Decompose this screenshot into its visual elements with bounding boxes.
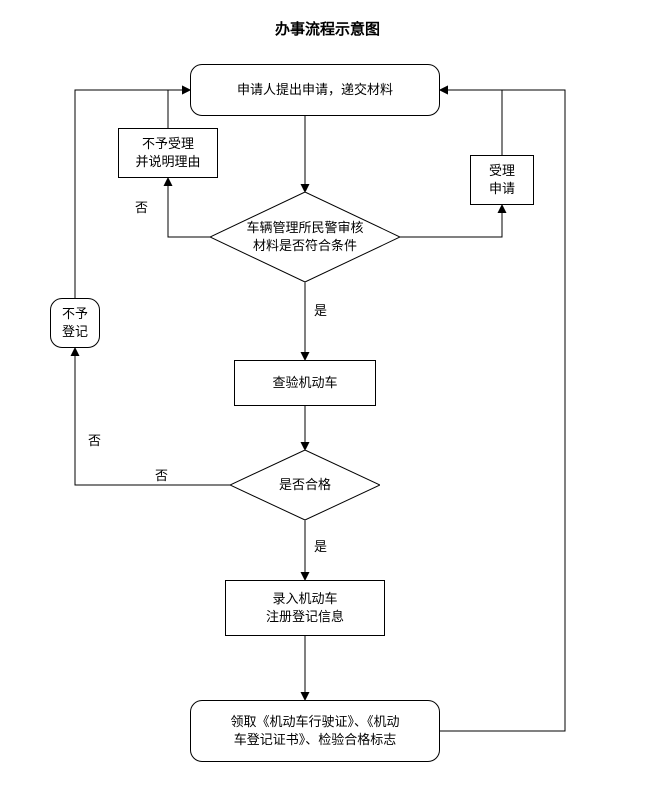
node-enter-registration: 录入机动车注册登记信息: [225, 580, 385, 636]
edge-e_d2_left: [75, 348, 230, 485]
node-accept-application: 受理申请: [470, 155, 534, 205]
node-text: 是否合格: [271, 476, 339, 494]
page-title: 办事流程示意图: [275, 18, 380, 39]
node-text: 车辆管理所民警审核材料是否符合条件: [238, 219, 371, 254]
edge-e_n2b_up: [440, 90, 502, 155]
node-text: 录入机动车注册登记信息: [266, 590, 344, 625]
edge-e_nR_up: [75, 90, 190, 298]
node-collect-documents: 领取《机动车行驶证》、《机动车登记证书》、检验合格标志: [190, 700, 440, 762]
node-text: 领取《机动车行驶证》、《机动车登记证书》、检验合格标志: [230, 713, 399, 748]
label-d2-yes: 是: [314, 536, 327, 555]
edge-e_d1_left: [168, 178, 210, 237]
node-text: 查验机动车: [272, 374, 337, 392]
node-no-registration: 不予登记: [50, 298, 100, 348]
label-nR-no: 否: [88, 430, 101, 449]
node-text: 不予受理并说明理由: [135, 135, 200, 170]
edge-e_n2a_up: [168, 90, 190, 128]
label-d2-no: 否: [155, 465, 168, 484]
node-text: 不予登记: [62, 305, 88, 340]
label-d1-no: 否: [135, 197, 148, 216]
decision-is-qualified: 是否合格: [230, 450, 380, 520]
node-text: 受理申请: [489, 162, 515, 197]
edge-e_d1_right: [400, 205, 502, 237]
node-reject-acceptance: 不予受理并说明理由: [118, 128, 218, 178]
node-submit-application: 申请人提出申请，递交材料: [190, 64, 440, 116]
node-text: 申请人提出申请，递交材料: [237, 81, 393, 99]
label-d1-yes: 是: [314, 300, 327, 319]
decision-review-materials: 车辆管理所民警审核材料是否符合条件: [210, 192, 400, 282]
node-inspect-vehicle: 查验机动车: [234, 360, 376, 406]
